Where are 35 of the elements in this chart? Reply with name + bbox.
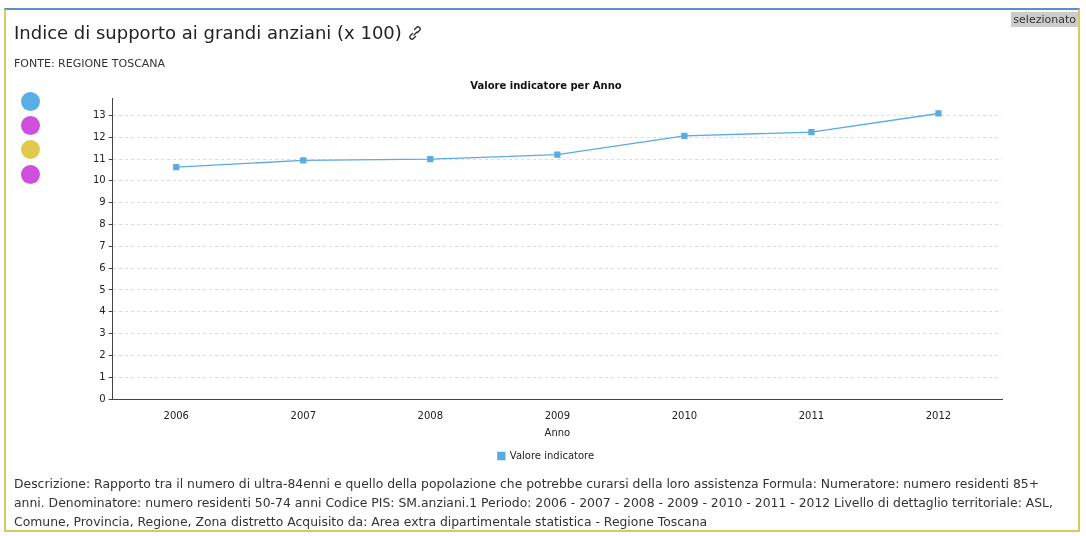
chart-subtitle: Valore indicatore per Anno bbox=[470, 79, 622, 91]
y-tick-label: 8 bbox=[99, 218, 106, 230]
x-tick-label: 2009 bbox=[544, 409, 571, 421]
text: Descrizione: Rapporto tra il numero di ultra-84enni e quello della popolazione che potrebbe curarsi della loro assistenza Formula: Numeratore: numero residenti 85+ anni. Denominatore: numero residenti 50-74 anni Codice PIS: SM.anziani.1 Periodo: 2006 - 2007 - 2008 - 2009 - 2010 - 2011 - 2012 Livello di dettaglio territoriale: ASL, Comune, Provincia, Regione, Zona distretto Acquisito da: Area extra dipartimentale statistica - Regione Toscana bbox=[14, 475, 1054, 531]
y-tick-label: 1 bbox=[99, 370, 106, 382]
x-tick-label: 2006 bbox=[163, 409, 189, 421]
y-tick-label: 9 bbox=[99, 196, 106, 208]
x-tick-label: 2012 bbox=[925, 409, 952, 421]
chart-title: Indice di supporto ai grandi anziani (x 100) bbox=[14, 22, 403, 43]
point bbox=[681, 132, 688, 140]
source-note: FONTE: REGIONE TOSCANA bbox=[14, 57, 166, 70]
y-tick-label: 10 bbox=[92, 174, 106, 186]
point bbox=[300, 157, 307, 164]
point bbox=[427, 155, 434, 163]
y-tick-label: 12 bbox=[92, 130, 106, 142]
text: selezionato bbox=[1011, 12, 1078, 27]
y-tick-label: 13 bbox=[92, 109, 106, 121]
point bbox=[808, 128, 815, 136]
x-tick-label: 2011 bbox=[798, 409, 825, 421]
point bbox=[935, 110, 942, 117]
x-tick-label: 2010 bbox=[671, 409, 698, 421]
y-tick-label: 7 bbox=[99, 239, 106, 251]
x-tick-label: 2008 bbox=[417, 409, 444, 421]
y-tick-label: 2 bbox=[99, 348, 106, 360]
y-tick-label: 5 bbox=[99, 283, 106, 295]
y-tick-label: 11 bbox=[92, 152, 106, 164]
x-axis-title: Anno bbox=[544, 426, 571, 438]
y-tick-label: 0 bbox=[99, 392, 106, 404]
y-tick-label: 3 bbox=[99, 327, 106, 339]
point bbox=[173, 164, 180, 171]
y-tick-label: 4 bbox=[99, 305, 106, 317]
point bbox=[554, 151, 561, 158]
legend-label: Valore indicatore bbox=[509, 449, 595, 461]
y-tick-label: 6 bbox=[99, 261, 106, 273]
x-tick-label: 2007 bbox=[290, 409, 317, 421]
